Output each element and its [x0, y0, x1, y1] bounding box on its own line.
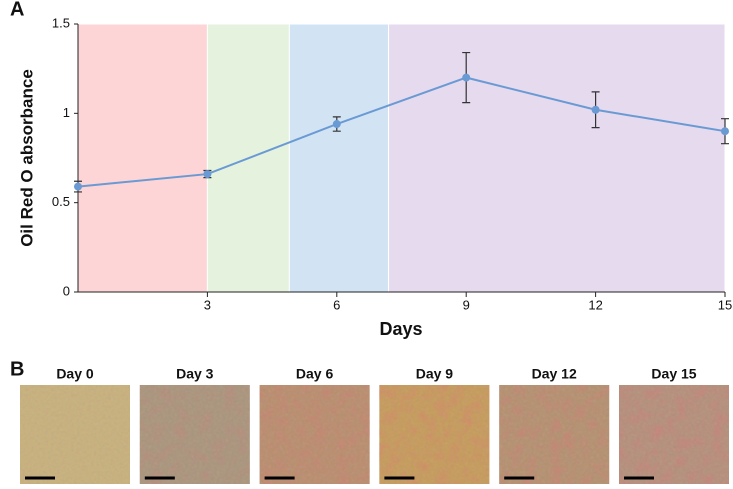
data-point — [74, 182, 82, 191]
y-tick-label: 1.5 — [52, 15, 70, 30]
micrograph-texture — [20, 385, 130, 484]
y-tick-label: 0.5 — [52, 194, 70, 209]
stain-texture — [139, 385, 250, 484]
phase-band — [77, 23, 208, 293]
image-title: Day 3 — [176, 366, 214, 382]
image-title: Day 9 — [416, 366, 454, 382]
y-tick-label: 1 — [63, 105, 70, 120]
data-point — [462, 73, 471, 82]
x-tick-label: 12 — [588, 297, 602, 312]
stain-texture — [259, 385, 370, 484]
x-tick-label: 15 — [718, 297, 732, 312]
image-title: Day 15 — [651, 366, 696, 382]
image-title: Day 6 — [296, 366, 334, 382]
x-tick-label: 3 — [204, 297, 211, 312]
stain-texture — [379, 385, 490, 484]
data-line — [77, 76, 726, 188]
phase-band — [288, 23, 390, 293]
data-point — [721, 127, 729, 136]
phase-band — [388, 23, 726, 293]
panel-label: B — [10, 358, 24, 380]
y-tick-label: 0 — [63, 283, 70, 298]
data-point — [591, 105, 600, 114]
image-title: Day 12 — [532, 366, 577, 382]
image-title: Day 0 — [56, 366, 94, 382]
data-point — [203, 170, 212, 179]
stain-texture — [499, 385, 610, 484]
x-axis-label: Days — [379, 319, 422, 339]
stain-texture — [619, 385, 729, 484]
panel-label: A — [10, 0, 24, 20]
y-axis-label: Oil Red O absorbance — [17, 69, 36, 247]
x-tick-label: 6 — [333, 297, 340, 312]
x-tick-label: 9 — [463, 297, 470, 312]
data-point — [332, 120, 341, 129]
